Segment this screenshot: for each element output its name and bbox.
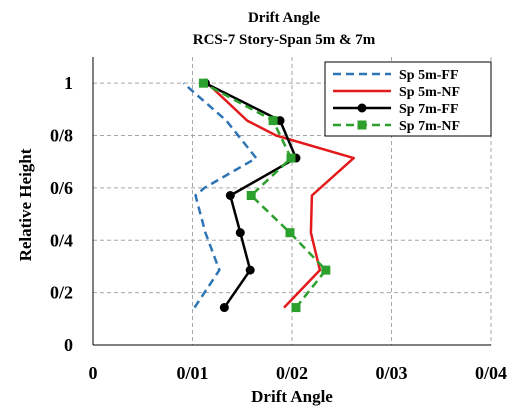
y-tick-label: 0/8: [50, 126, 73, 146]
y-tick-label: 0/6: [50, 178, 73, 198]
y-tick-label: 0: [64, 335, 73, 355]
data-point: [225, 191, 235, 201]
x-tick-label: 0/02: [276, 363, 308, 383]
data-point: [275, 116, 285, 126]
tick-labels: 0 0/01 0/02 0/03 0/04 0 0/2 0/4 0/6 0/8 1: [50, 73, 507, 383]
x-tick-label: 0: [89, 363, 98, 383]
y-axis-label: Relative Height: [16, 148, 35, 261]
legend-label: Sp 5m-NF: [399, 85, 460, 100]
data-point: [246, 191, 256, 201]
legend-label: Sp 7m-FF: [399, 102, 459, 117]
legend-label: Sp 5m-FF: [399, 68, 459, 83]
x-axis-label: Drift Angle: [251, 387, 333, 406]
grid: [93, 57, 492, 345]
data-point: [235, 228, 245, 238]
legend-marker: [357, 103, 367, 113]
legend-marker: [357, 120, 367, 130]
y-tick-label: 1: [64, 73, 73, 93]
data-point: [285, 228, 295, 238]
y-tick-label: 0/2: [50, 283, 73, 303]
legend-label: Sp 7m-NF: [399, 119, 460, 134]
chart-title: Drift Angle: [248, 10, 320, 26]
chart-subtitle: RCS-7 Story-Span 5m & 7m: [193, 32, 376, 48]
x-tick-label: 0/03: [375, 363, 407, 383]
data-point: [286, 153, 296, 163]
data-point: [291, 303, 301, 313]
plot-frame: [92, 57, 491, 346]
series-layer: [182, 78, 355, 313]
data-point: [219, 303, 229, 313]
series-line: [182, 82, 258, 309]
x-tick-label: 0/01: [176, 363, 208, 383]
data-point: [321, 265, 331, 275]
data-point: [245, 265, 255, 275]
x-tick-label: 0/04: [475, 363, 507, 383]
data-point: [268, 116, 278, 126]
legend: Sp 5m-FF Sp 5m-NF Sp 7m-FF Sp 7m-NF: [324, 61, 492, 137]
data-point: [198, 78, 208, 88]
y-tick-label: 0/4: [50, 230, 73, 250]
